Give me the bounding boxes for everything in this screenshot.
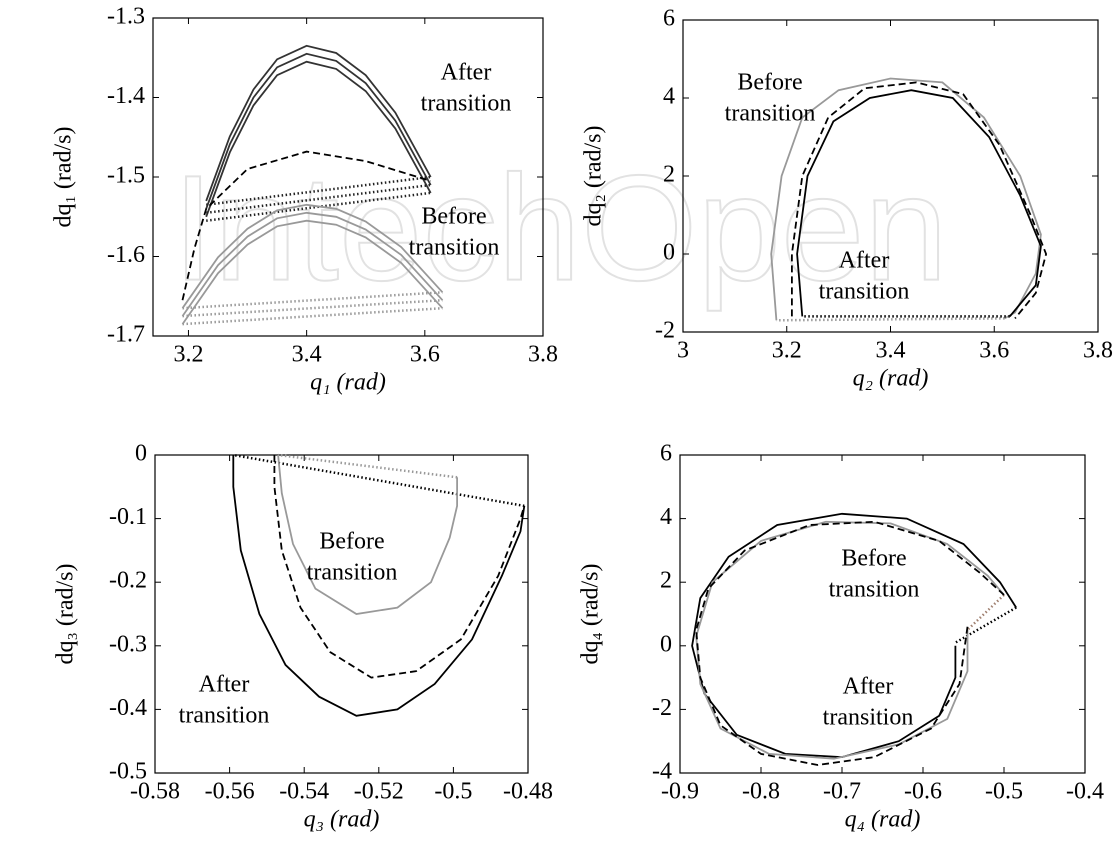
annotation: Before xyxy=(319,529,384,555)
data-line xyxy=(206,183,431,215)
x-tick-label: -0.48 xyxy=(503,779,553,805)
y-tick-label: -2 xyxy=(652,695,672,721)
y-tick-label: 0 xyxy=(135,441,147,467)
annotation: Before xyxy=(737,70,802,96)
y-tick-label: -1.3 xyxy=(107,4,145,30)
plot-frame xyxy=(154,454,529,774)
x-tick-label: -0.8 xyxy=(742,779,780,805)
x-tick-label: -0.4 xyxy=(1066,779,1104,805)
x-axis-label: q₄ (rad) xyxy=(845,807,921,833)
y-tick-label: -0.4 xyxy=(109,695,147,721)
annotation: transition xyxy=(421,91,512,117)
x-tick-label: 3.2 xyxy=(772,338,802,364)
data-line xyxy=(205,60,432,218)
plot-frame xyxy=(679,454,1086,774)
x-axis-label: q₁ (rad) xyxy=(310,370,386,396)
x-tick-label: -0.56 xyxy=(205,779,255,805)
y-tick-label: 0 xyxy=(660,631,672,657)
x-tick-label: -0.6 xyxy=(904,779,942,805)
y-axis-label: dq₁ (rad/s) xyxy=(51,126,77,227)
y-tick-label: -0.5 xyxy=(109,759,147,785)
y-tick-label: -2 xyxy=(655,318,675,344)
y-tick-label: -1.5 xyxy=(107,163,145,189)
x-tick-label: 3.4 xyxy=(876,338,906,364)
data-line xyxy=(232,455,526,717)
y-tick-label: 6 xyxy=(663,6,675,32)
y-tick-label: 2 xyxy=(660,568,672,594)
data-line xyxy=(691,512,1017,759)
x-tick-label: 3 xyxy=(677,338,689,364)
annotation: After xyxy=(839,248,890,274)
x-tick-label: -0.58 xyxy=(130,779,180,805)
data-line xyxy=(181,219,444,325)
annotation: transition xyxy=(725,101,816,127)
x-tick-label: 3.2 xyxy=(173,342,203,368)
y-tick-label: 6 xyxy=(660,441,672,467)
data-line xyxy=(181,211,444,317)
annotation: Before xyxy=(421,204,486,230)
annotation: transition xyxy=(307,560,398,586)
annotation: Before xyxy=(841,546,906,572)
x-tick-label: -0.5 xyxy=(985,779,1023,805)
annotation: transition xyxy=(829,577,920,603)
y-tick-label: -1.4 xyxy=(107,83,145,109)
data-line xyxy=(182,298,443,318)
x-tick-label: -0.54 xyxy=(279,779,329,805)
data-line xyxy=(233,453,525,508)
y-tick-label: -1.6 xyxy=(107,242,145,268)
y-tick-label: -0.3 xyxy=(109,631,147,657)
data-line xyxy=(776,317,1005,322)
x-tick-label: 3.4 xyxy=(292,342,322,368)
y-tick-label: 4 xyxy=(660,504,672,530)
data-line xyxy=(205,44,432,202)
x-tick-label: -0.5 xyxy=(434,779,472,805)
data-line xyxy=(206,175,431,207)
x-tick-label: 3.8 xyxy=(1083,338,1113,364)
data-line xyxy=(181,203,444,309)
x-axis-label: q₃ (rad) xyxy=(304,807,380,833)
data-line xyxy=(770,77,1042,321)
x-tick-label: -0.9 xyxy=(661,779,699,805)
y-tick-label: 0 xyxy=(663,240,675,266)
watermark: IntechOpen xyxy=(172,144,948,312)
annotation: transition xyxy=(179,703,270,729)
x-tick-label: -0.7 xyxy=(823,779,861,805)
y-tick-label: -4 xyxy=(652,759,672,785)
data-line xyxy=(205,52,432,210)
y-tick-label: -0.2 xyxy=(109,568,147,594)
x-tick-label: 3.6 xyxy=(410,342,440,368)
y-tick-label: 4 xyxy=(663,84,675,110)
data-line xyxy=(796,89,1042,317)
x-tick-label: -0.52 xyxy=(354,779,404,805)
annotation: After xyxy=(843,674,894,700)
annotation: transition xyxy=(409,235,500,261)
annotation: transition xyxy=(819,279,910,305)
y-tick-label: -1.7 xyxy=(107,322,145,348)
data-line xyxy=(182,291,443,310)
y-tick-label: 2 xyxy=(663,162,675,188)
annotation: After xyxy=(441,60,492,86)
annotation: transition xyxy=(823,705,914,731)
y-axis-label: dq₃ (rad/s) xyxy=(53,563,79,664)
y-axis-label: dq₄ (rad/s) xyxy=(578,563,604,664)
x-axis-label: q₂ (rad) xyxy=(853,366,929,392)
data-line xyxy=(954,606,1017,644)
data-line xyxy=(182,306,443,326)
data-line xyxy=(966,593,1005,631)
data-line xyxy=(277,454,458,615)
annotation: After xyxy=(199,672,250,698)
y-axis-label: dq₂ (rad/s) xyxy=(581,125,607,226)
x-tick-label: 3.8 xyxy=(528,342,558,368)
data-line xyxy=(791,81,1048,319)
x-tick-label: 3.6 xyxy=(979,338,1009,364)
data-line xyxy=(273,455,526,679)
y-tick-label: -0.1 xyxy=(109,504,147,530)
data-line xyxy=(277,453,458,479)
